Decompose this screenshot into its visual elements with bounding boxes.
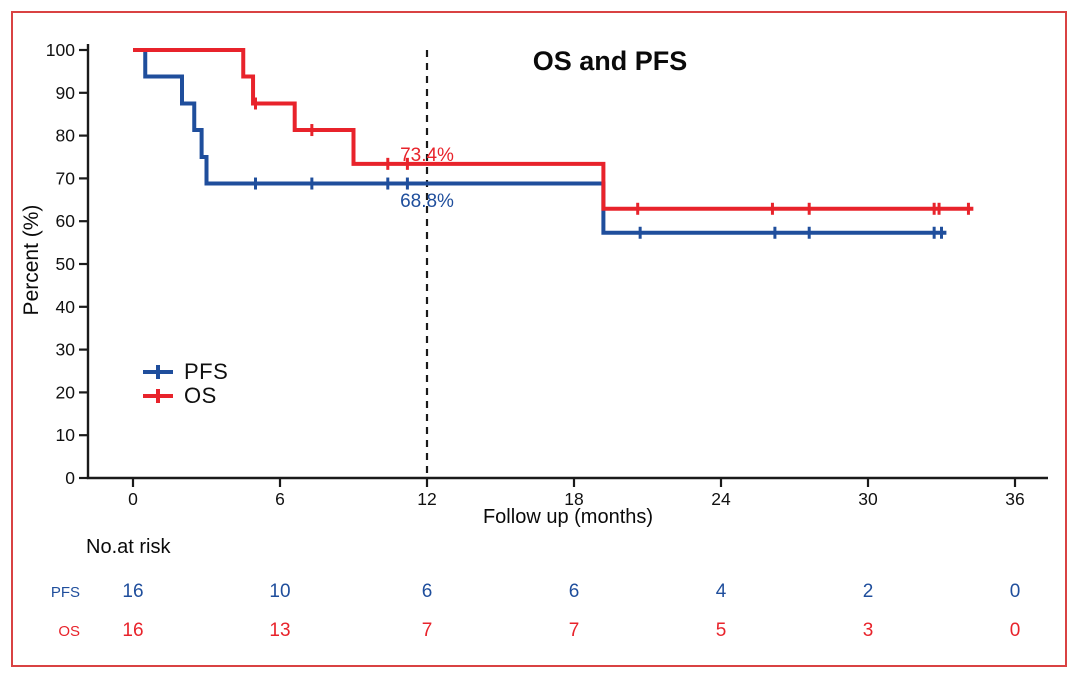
y-tick-label: 30 — [56, 340, 76, 360]
risk-count-os-24mo: 5 — [715, 620, 727, 641]
legend: PFS OS — [142, 359, 229, 408]
risk-count-os-12mo: 7 — [421, 620, 433, 641]
y-tick-label: 10 — [56, 425, 76, 445]
risk-count-os-36mo: 0 — [1009, 620, 1021, 641]
y-tick-label: 100 — [46, 40, 75, 60]
risk-count-pfs-0mo: 16 — [122, 581, 144, 602]
legend-item-pfs: PFS — [142, 359, 229, 384]
os-rate-annotation: 73.4% — [400, 144, 454, 166]
x-tick-label: 0 — [128, 489, 138, 509]
risk-count-os-6mo: 13 — [269, 620, 291, 641]
y-tick-label: 20 — [56, 382, 76, 402]
figure-border — [11, 11, 1067, 667]
risk-count-os-30mo: 3 — [862, 620, 874, 641]
x-tick-label: 6 — [275, 489, 285, 509]
legend-label-pfs: PFS — [184, 359, 229, 384]
os-censor-line-icon — [142, 385, 176, 407]
risk-count-os-0mo: 16 — [122, 620, 144, 641]
risk-count-os-18mo: 7 — [568, 620, 580, 641]
x-tick-label: 18 — [564, 489, 583, 509]
pfs-censor-line-icon — [142, 361, 176, 383]
risk-count-pfs-18mo: 6 — [568, 581, 580, 602]
y-tick-label: 0 — [65, 468, 75, 488]
risk-table-title: No.at risk — [86, 536, 171, 558]
x-tick-label: 30 — [858, 489, 878, 509]
y-tick-label: 70 — [56, 168, 76, 188]
y-tick-label: 90 — [56, 83, 76, 103]
series-line-os — [133, 48, 974, 211]
x-tick-label: 12 — [417, 489, 436, 509]
risk-row-label-pfs: PFS — [50, 584, 80, 601]
y-axis-label: Percent (%) — [20, 204, 43, 316]
risk-count-pfs-24mo: 4 — [715, 581, 727, 602]
y-tick-label: 40 — [56, 297, 76, 317]
legend-item-os: OS — [142, 383, 228, 408]
risk-count-pfs-36mo: 0 — [1009, 581, 1021, 602]
legend-label-os: OS — [184, 383, 217, 408]
risk-row-label-os: OS — [58, 623, 80, 640]
y-tick-label: 50 — [56, 254, 76, 274]
y-tick-label: 80 — [56, 126, 76, 146]
y-tick-label: 60 — [56, 211, 76, 231]
risk-count-pfs-6mo: 10 — [269, 581, 291, 602]
x-tick-label: 36 — [1005, 489, 1024, 509]
x-axis-label: Follow up (months) — [482, 506, 654, 528]
risk-count-pfs-12mo: 6 — [421, 581, 433, 602]
chart-title: OS and PFS — [532, 46, 688, 76]
pfs-rate-annotation: 68.8% — [400, 190, 454, 212]
risk-count-pfs-30mo: 2 — [862, 581, 874, 602]
x-tick-label: 24 — [711, 489, 731, 509]
series-line-pfs — [133, 48, 947, 235]
